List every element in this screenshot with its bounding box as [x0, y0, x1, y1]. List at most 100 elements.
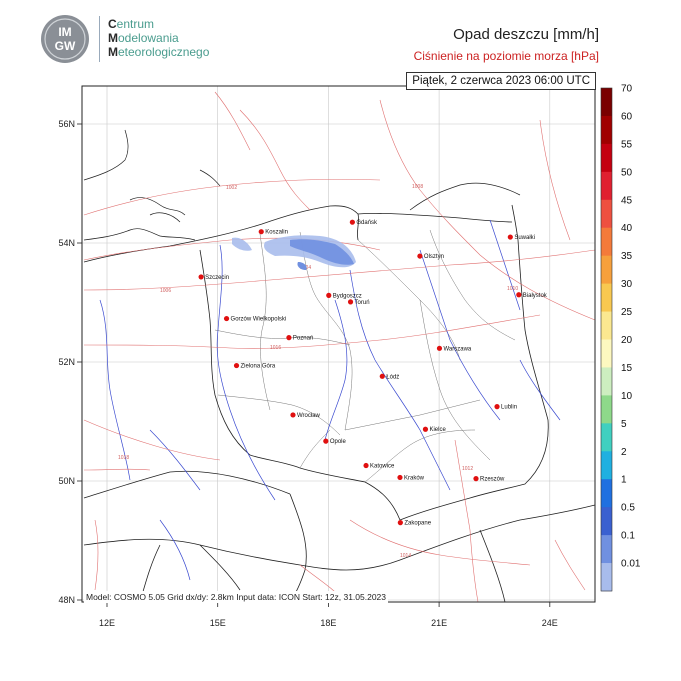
- city-marker: [349, 219, 355, 225]
- colorbar-swatch: [601, 199, 612, 229]
- logo-separator: [99, 16, 100, 62]
- colorbar-label: 15: [621, 363, 633, 374]
- city-label: Zielona Góra: [241, 364, 276, 370]
- city-label: Lublin: [501, 405, 517, 411]
- city-marker: [417, 253, 423, 259]
- colorbar-label: 0.1: [621, 531, 635, 542]
- isobar-label-1012: 1012: [462, 466, 473, 472]
- city-label: Łódź: [386, 374, 399, 380]
- lat-tick-label: 56N: [58, 119, 75, 129]
- city-label: Kielce: [429, 427, 446, 433]
- city-marker: [233, 362, 240, 369]
- colorbar-label: 55: [621, 139, 633, 150]
- city-marker: [326, 292, 332, 298]
- org-line1-cap: C: [108, 17, 117, 31]
- map-subtitle: Ciśnienie na poziomie morza [hPa]: [413, 49, 599, 63]
- city-label: Wrocław: [297, 413, 321, 419]
- colorbar-swatch: [601, 339, 612, 368]
- city-label: Opole: [330, 439, 347, 445]
- lon-tick-label: 24E: [542, 618, 558, 628]
- lat-tick-label: 48N: [58, 595, 75, 605]
- precipitation-areas: [232, 235, 356, 270]
- colorbar-label: 0.01: [621, 559, 641, 570]
- colorbar-swatch: [601, 311, 612, 340]
- lon-tick-label: 12E: [99, 618, 115, 628]
- graticule: [82, 86, 595, 602]
- colorbar-swatch: [601, 283, 612, 312]
- city-marker: [473, 476, 479, 482]
- city-label: Toruń: [355, 300, 370, 306]
- lon-tick-label: 15E: [210, 618, 226, 628]
- coastline: [83, 129, 521, 241]
- colorbar-label: 70: [621, 84, 633, 95]
- colorbar-label: 1: [621, 475, 627, 486]
- isobars: [83, 91, 596, 603]
- city-marker: [397, 520, 403, 526]
- colorbar: 70 60 55 50 45 40 35 30 25 20 15 10 5 2 1 0.5 0.1 0.01: [600, 84, 641, 592]
- city-label: Suwałki: [514, 235, 535, 241]
- colorbar-swatch: [601, 507, 612, 536]
- colorbar-label: 50: [621, 167, 633, 178]
- city-marker: [286, 335, 292, 341]
- colorbar-swatch: [601, 535, 612, 564]
- isobar-label-1014: 1014: [400, 553, 411, 559]
- colorbar-label: 40: [621, 223, 633, 234]
- city-label: Gdańsk: [356, 220, 378, 226]
- city-label: Koszalin: [265, 230, 288, 236]
- colorbar-frame: [600, 87, 613, 592]
- city-marker: [347, 299, 354, 305]
- colorbar-swatch: [601, 255, 612, 285]
- colorbar-swatch: [601, 88, 612, 117]
- city-label: Gorzów Wielkopolski: [231, 317, 287, 323]
- city-marker: [507, 234, 513, 240]
- isobar-label-1010: 1010: [507, 286, 518, 292]
- colorbar-swatch: [601, 423, 612, 452]
- city-marker: [363, 462, 369, 469]
- map-title: Opad deszczu [mm/h]: [453, 26, 599, 43]
- org-line3-cap: M: [108, 45, 118, 59]
- city-label: Kraków: [404, 475, 425, 481]
- city-label: Szczecin: [205, 275, 229, 281]
- colorbar-swatch: [601, 395, 612, 424]
- city-marker: [223, 315, 230, 322]
- org-line2-cap: M: [108, 31, 118, 45]
- colorbar-swatch: [601, 479, 612, 508]
- isobar-label-1018: 1018: [118, 455, 129, 461]
- lat-tick-label: 50N: [58, 476, 75, 486]
- isobar-label-1006: 1006: [160, 288, 171, 294]
- city-marker: [494, 404, 500, 410]
- rivers: [99, 219, 561, 581]
- colorbar-swatch: [601, 563, 612, 592]
- colorbar-swatch: [601, 115, 612, 145]
- colorbar-swatch: [601, 367, 612, 396]
- lat-tick-label: 52N: [58, 357, 75, 367]
- imgw-logo: IM GW: [40, 14, 90, 64]
- city-marker: [379, 373, 385, 379]
- org-line1-rest: entrum: [116, 17, 155, 31]
- org-line2-rest: odelowania: [118, 31, 179, 45]
- isobar-label-1008: 1008: [412, 184, 423, 190]
- valid-time-box: Piątek, 2 czerwca 2023 06:00 UTC: [406, 72, 596, 90]
- logo-text-bottom: GW: [55, 39, 76, 53]
- colorbar-swatch: [601, 227, 612, 257]
- colorbar-label: 20: [621, 335, 633, 346]
- isobar-label-1002: 1002: [226, 185, 237, 191]
- city-label: Białystok: [523, 293, 548, 299]
- colorbar-label: 5: [621, 419, 627, 430]
- colorbar-label: 25: [621, 307, 633, 318]
- colorbar-label: 2: [621, 447, 627, 458]
- city-label: Zakopane: [404, 521, 431, 527]
- colorbar-swatch: [601, 143, 612, 173]
- isobar-label-1016: 1016: [270, 345, 281, 351]
- city-label: Katowice: [370, 464, 395, 470]
- city-marker: [397, 474, 403, 481]
- lon-tick-label: 18E: [320, 618, 336, 628]
- city-marker: [516, 292, 522, 298]
- city-label: Rzeszów: [480, 477, 505, 483]
- lat-tick-label: 54N: [58, 238, 75, 248]
- city-marker: [198, 274, 204, 280]
- colorbar-label: 35: [621, 251, 633, 262]
- org-name: Centrum Modelowania Meteorologicznego: [108, 17, 209, 59]
- city-marker: [422, 426, 429, 432]
